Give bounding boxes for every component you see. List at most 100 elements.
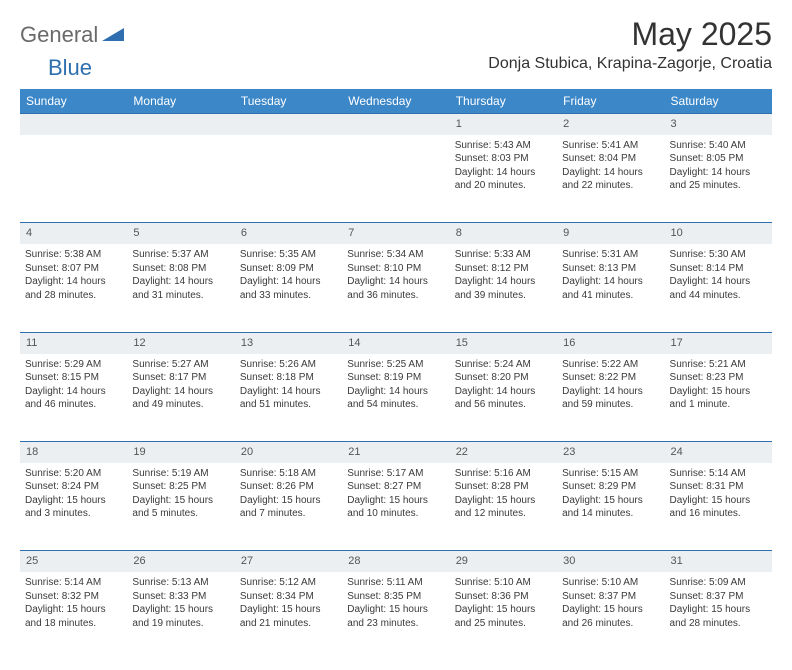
day2-text: and 51 minutes. bbox=[240, 398, 337, 412]
day-cell: Sunrise: 5:40 AMSunset: 8:05 PMDaylight:… bbox=[665, 135, 772, 223]
day1-text: Daylight: 15 hours bbox=[347, 603, 444, 617]
sunset-text: Sunset: 8:27 PM bbox=[347, 480, 444, 494]
sunset-text: Sunset: 8:19 PM bbox=[347, 371, 444, 385]
day1-text: Daylight: 14 hours bbox=[347, 385, 444, 399]
day1-text: Daylight: 15 hours bbox=[240, 494, 337, 508]
sunrise-text: Sunrise: 5:10 AM bbox=[455, 576, 552, 590]
day-cell: Sunrise: 5:27 AMSunset: 8:17 PMDaylight:… bbox=[127, 354, 234, 442]
day2-text: and 3 minutes. bbox=[25, 507, 122, 521]
day-cell: Sunrise: 5:34 AMSunset: 8:10 PMDaylight:… bbox=[342, 244, 449, 332]
day-number: 2 bbox=[557, 114, 664, 135]
day-number-row: 11121314151617 bbox=[20, 332, 772, 353]
day-detail-row: Sunrise: 5:20 AMSunset: 8:24 PMDaylight:… bbox=[20, 463, 772, 551]
day-number: 30 bbox=[557, 551, 664, 572]
day-number bbox=[20, 114, 127, 135]
day-cell: Sunrise: 5:38 AMSunset: 8:07 PMDaylight:… bbox=[20, 244, 127, 332]
day-number bbox=[235, 114, 342, 135]
day2-text: and 25 minutes. bbox=[670, 179, 767, 193]
weekday-header: Sunday bbox=[20, 89, 127, 114]
day-number: 11 bbox=[20, 332, 127, 353]
day2-text: and 23 minutes. bbox=[347, 617, 444, 631]
day-cell: Sunrise: 5:12 AMSunset: 8:34 PMDaylight:… bbox=[235, 572, 342, 660]
day-number-row: 25262728293031 bbox=[20, 551, 772, 572]
day-number-row: 45678910 bbox=[20, 223, 772, 244]
day-number: 8 bbox=[450, 223, 557, 244]
day-number: 4 bbox=[20, 223, 127, 244]
day1-text: Daylight: 15 hours bbox=[562, 603, 659, 617]
day-cell: Sunrise: 5:10 AMSunset: 8:36 PMDaylight:… bbox=[450, 572, 557, 660]
sunrise-text: Sunrise: 5:38 AM bbox=[25, 248, 122, 262]
day-number: 16 bbox=[557, 332, 664, 353]
day2-text: and 14 minutes. bbox=[562, 507, 659, 521]
sunrise-text: Sunrise: 5:19 AM bbox=[132, 467, 229, 481]
day1-text: Daylight: 14 hours bbox=[670, 275, 767, 289]
day1-text: Daylight: 15 hours bbox=[670, 385, 767, 399]
day-cell: Sunrise: 5:24 AMSunset: 8:20 PMDaylight:… bbox=[450, 354, 557, 442]
logo-triangle-icon bbox=[102, 25, 124, 46]
sunrise-text: Sunrise: 5:11 AM bbox=[347, 576, 444, 590]
sunrise-text: Sunrise: 5:43 AM bbox=[455, 139, 552, 153]
day1-text: Daylight: 14 hours bbox=[25, 275, 122, 289]
day1-text: Daylight: 15 hours bbox=[455, 494, 552, 508]
day2-text: and 20 minutes. bbox=[455, 179, 552, 193]
day-cell: Sunrise: 5:33 AMSunset: 8:12 PMDaylight:… bbox=[450, 244, 557, 332]
sunset-text: Sunset: 8:33 PM bbox=[132, 590, 229, 604]
day-number bbox=[342, 114, 449, 135]
sunrise-text: Sunrise: 5:18 AM bbox=[240, 467, 337, 481]
day-cell: Sunrise: 5:29 AMSunset: 8:15 PMDaylight:… bbox=[20, 354, 127, 442]
day2-text: and 44 minutes. bbox=[670, 289, 767, 303]
weekday-header: Wednesday bbox=[342, 89, 449, 114]
sunset-text: Sunset: 8:18 PM bbox=[240, 371, 337, 385]
day1-text: Daylight: 14 hours bbox=[562, 385, 659, 399]
day-detail-row: Sunrise: 5:29 AMSunset: 8:15 PMDaylight:… bbox=[20, 354, 772, 442]
sunrise-text: Sunrise: 5:24 AM bbox=[455, 358, 552, 372]
day1-text: Daylight: 15 hours bbox=[670, 603, 767, 617]
day2-text: and 39 minutes. bbox=[455, 289, 552, 303]
sunrise-text: Sunrise: 5:10 AM bbox=[562, 576, 659, 590]
day-detail-row: Sunrise: 5:38 AMSunset: 8:07 PMDaylight:… bbox=[20, 244, 772, 332]
location: Donja Stubica, Krapina-Zagorje, Croatia bbox=[488, 55, 772, 73]
day1-text: Daylight: 15 hours bbox=[670, 494, 767, 508]
day-cell: Sunrise: 5:21 AMSunset: 8:23 PMDaylight:… bbox=[665, 354, 772, 442]
day2-text: and 7 minutes. bbox=[240, 507, 337, 521]
weekday-header-row: Sunday Monday Tuesday Wednesday Thursday… bbox=[20, 89, 772, 114]
sunset-text: Sunset: 8:15 PM bbox=[25, 371, 122, 385]
day-cell: Sunrise: 5:35 AMSunset: 8:09 PMDaylight:… bbox=[235, 244, 342, 332]
day-number: 17 bbox=[665, 332, 772, 353]
sunset-text: Sunset: 8:25 PM bbox=[132, 480, 229, 494]
day-cell: Sunrise: 5:16 AMSunset: 8:28 PMDaylight:… bbox=[450, 463, 557, 551]
day-cell: Sunrise: 5:41 AMSunset: 8:04 PMDaylight:… bbox=[557, 135, 664, 223]
day-number: 23 bbox=[557, 442, 664, 463]
sunset-text: Sunset: 8:14 PM bbox=[670, 262, 767, 276]
day-number bbox=[127, 114, 234, 135]
sunrise-text: Sunrise: 5:12 AM bbox=[240, 576, 337, 590]
day-number: 20 bbox=[235, 442, 342, 463]
day-cell: Sunrise: 5:13 AMSunset: 8:33 PMDaylight:… bbox=[127, 572, 234, 660]
sunset-text: Sunset: 8:22 PM bbox=[562, 371, 659, 385]
sunset-text: Sunset: 8:05 PM bbox=[670, 152, 767, 166]
day1-text: Daylight: 14 hours bbox=[455, 166, 552, 180]
day1-text: Daylight: 14 hours bbox=[670, 166, 767, 180]
sunrise-text: Sunrise: 5:13 AM bbox=[132, 576, 229, 590]
day-number: 26 bbox=[127, 551, 234, 572]
day-cell: Sunrise: 5:25 AMSunset: 8:19 PMDaylight:… bbox=[342, 354, 449, 442]
day1-text: Daylight: 15 hours bbox=[240, 603, 337, 617]
day2-text: and 41 minutes. bbox=[562, 289, 659, 303]
sunrise-text: Sunrise: 5:34 AM bbox=[347, 248, 444, 262]
day-number: 18 bbox=[20, 442, 127, 463]
day1-text: Daylight: 14 hours bbox=[132, 385, 229, 399]
sunrise-text: Sunrise: 5:20 AM bbox=[25, 467, 122, 481]
sunset-text: Sunset: 8:29 PM bbox=[562, 480, 659, 494]
day2-text: and 25 minutes. bbox=[455, 617, 552, 631]
day1-text: Daylight: 15 hours bbox=[455, 603, 552, 617]
day-number: 25 bbox=[20, 551, 127, 572]
sunrise-text: Sunrise: 5:09 AM bbox=[670, 576, 767, 590]
day-cell: Sunrise: 5:20 AMSunset: 8:24 PMDaylight:… bbox=[20, 463, 127, 551]
sunrise-text: Sunrise: 5:17 AM bbox=[347, 467, 444, 481]
day2-text: and 49 minutes. bbox=[132, 398, 229, 412]
day-cell: Sunrise: 5:18 AMSunset: 8:26 PMDaylight:… bbox=[235, 463, 342, 551]
sunrise-text: Sunrise: 5:41 AM bbox=[562, 139, 659, 153]
day-cell: Sunrise: 5:22 AMSunset: 8:22 PMDaylight:… bbox=[557, 354, 664, 442]
day2-text: and 36 minutes. bbox=[347, 289, 444, 303]
day-cell: Sunrise: 5:11 AMSunset: 8:35 PMDaylight:… bbox=[342, 572, 449, 660]
